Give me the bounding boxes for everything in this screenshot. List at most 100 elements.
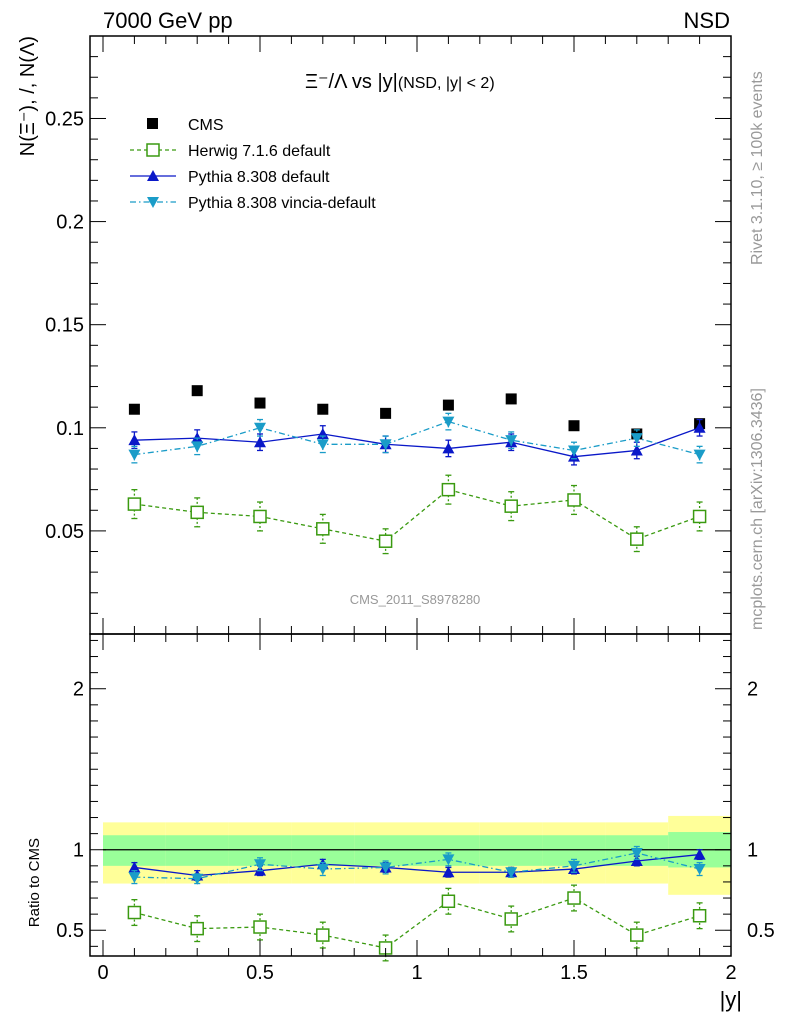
analysis-watermark: CMS_2011_S8978280 <box>350 592 481 607</box>
main-point-pythia-8-308-vincia-default <box>442 416 455 428</box>
ratio-point-pythia-8-308-vincia-default <box>568 860 580 872</box>
ratio-band-inner <box>165 835 229 866</box>
ratio-point-herwig-7-1-6-default <box>567 891 581 905</box>
ratio-point-pythia-8-308-default <box>128 861 141 873</box>
main-y-axis-label: N(Ξ⁻), /, N(Λ) <box>17 36 39 156</box>
ratio-line-pythia-8-308-default <box>134 853 700 877</box>
ratio-y-tick-label: 0.5 <box>56 920 84 942</box>
main-point-cms <box>380 407 392 419</box>
main-y-tick-label: 0.15 <box>45 315 84 337</box>
ratio-point-herwig-7-1-6-default <box>253 920 267 934</box>
ratio-y-tick-label: 1 <box>73 840 84 862</box>
legend-label-pythia-vincia: Pythia 8.308 vincia-default <box>188 195 376 212</box>
main-point-cms <box>128 403 140 415</box>
main-point-pythia-8-308-vincia-default <box>630 433 643 445</box>
ratio-y-tick-label-right: 1 <box>747 840 758 862</box>
ratio-point-pythia-8-308-default <box>630 855 643 867</box>
x-tick-label: 0.5 <box>246 962 274 984</box>
legend: CMS Herwig 7.1.6 default Pythia 8.308 de… <box>130 117 376 212</box>
main-point-pythia-8-308-default <box>442 442 455 454</box>
main-point-pythia-8-308-vincia-default <box>191 441 204 453</box>
ratio-point-pythia-8-308-vincia-default <box>379 862 392 874</box>
ratio-point-herwig-7-1-6-default <box>190 921 204 936</box>
main-point-herwig-7-1-6-default <box>378 534 393 548</box>
ratio-point-pythia-8-308-vincia-default <box>505 867 518 879</box>
main-point-pythia-8-308-vincia-default <box>316 439 329 451</box>
main-point-cms <box>254 397 266 409</box>
main-plot-title: Ξ⁻/Λ vs |y|(NSD, |y| < 2) <box>305 71 495 93</box>
main-line-pythia-8-308-default <box>134 427 700 458</box>
rivet-version-text: Rivet 3.1.10, ≥ 100k events <box>749 71 766 265</box>
legend-entry-herwig: Herwig 7.1.6 default <box>130 143 331 160</box>
ratio-point-pythia-8-308-vincia-default <box>254 859 266 871</box>
legend-marker-herwig <box>146 143 160 157</box>
main-point-pythia-8-308-vincia-default <box>505 435 518 447</box>
ratio-plot-frame <box>89 633 732 957</box>
ratio-band-inner <box>479 835 543 866</box>
legend-entry-cms: CMS <box>147 117 224 134</box>
ratio-plot-data <box>127 845 707 962</box>
axes: 0.05 0.1 0.15 0.2 0.25 0.5 0.5 1 1 2 2 0 0.5 1 1.5 2 <box>45 35 775 984</box>
ratio-y-tick-label-right: 2 <box>747 679 758 701</box>
ratio-point-pythia-8-308-default <box>442 866 455 878</box>
header-right: NSD <box>684 8 730 33</box>
ratio-series-pythia-8-308-vincia-default <box>128 845 706 885</box>
ratio-point-herwig-7-1-6-default <box>692 909 707 923</box>
ratio-point-pythia-8-308-vincia-default <box>128 872 141 884</box>
legend-label-herwig: Herwig 7.1.6 default <box>188 143 331 160</box>
main-point-herwig-7-1-6-default <box>253 509 267 524</box>
x-tick-label: 2 <box>725 962 736 984</box>
main-series-cms <box>128 385 706 440</box>
main-point-cms <box>191 385 203 397</box>
main-point-cms <box>505 393 517 405</box>
main-point-cms <box>317 403 329 415</box>
main-plot-title-main: Ξ⁻/Λ vs |y| <box>305 71 398 93</box>
ratio-point-pythia-8-308-vincia-default <box>630 847 643 859</box>
legend-entry-pythia-vincia: Pythia 8.308 vincia-default <box>130 195 376 212</box>
main-y-tick-label: 0.05 <box>45 521 84 543</box>
main-plot-title-suffix: (NSD, |y| < 2) <box>398 75 495 92</box>
main-point-cms <box>442 399 454 411</box>
main-point-pythia-8-308-vincia-default <box>693 449 706 461</box>
legend-entry-pythia-default: Pythia 8.308 default <box>130 169 330 186</box>
main-line-pythia-8-308-vincia-default <box>134 420 700 456</box>
main-point-pythia-8-308-vincia-default <box>254 422 266 434</box>
ratio-point-pythia-8-308-default <box>693 848 706 860</box>
main-point-herwig-7-1-6-default <box>190 505 204 520</box>
x-tick-label: 1.5 <box>560 962 588 984</box>
ratio-line-pythia-8-308-vincia-default <box>134 852 700 880</box>
ratio-y-tick-label-right: 0.5 <box>747 920 775 942</box>
legend-label-pythia-default: Pythia 8.308 default <box>188 169 330 186</box>
main-point-pythia-8-308-default <box>128 434 141 446</box>
main-series-pythia-8-308-vincia-default <box>128 412 706 464</box>
main-point-herwig-7-1-6-default <box>504 499 518 513</box>
ratio-point-pythia-8-308-vincia-default <box>316 864 329 876</box>
main-y-tick-label: 0.25 <box>45 108 84 130</box>
main-line-herwig-7-1-6-default <box>134 488 700 542</box>
main-point-pythia-8-308-vincia-default <box>128 449 141 461</box>
x-tick-label: 0 <box>97 962 108 984</box>
legend-marker-cms <box>147 118 158 129</box>
main-point-pythia-8-308-vincia-default <box>379 439 392 451</box>
header-left: 7000 GeV pp <box>103 8 233 33</box>
main-series-herwig-7-1-6-default <box>127 474 707 555</box>
ratio-point-herwig-7-1-6-default <box>441 894 456 909</box>
main-point-pythia-8-308-default <box>630 444 643 456</box>
main-point-pythia-8-308-vincia-default <box>568 445 580 457</box>
main-y-tick-label: 0.2 <box>56 212 84 234</box>
ratio-y-tick-label: 2 <box>73 679 84 701</box>
legend-marker-pythia-default <box>147 170 159 181</box>
legend-label-cms: CMS <box>188 117 224 134</box>
main-point-pythia-8-308-default <box>693 421 706 433</box>
main-y-tick-label: 0.1 <box>56 418 84 440</box>
main-point-herwig-7-1-6-default <box>692 509 707 524</box>
main-point-cms <box>568 420 580 432</box>
ratio-point-pythia-8-308-vincia-default <box>191 873 204 885</box>
main-point-herwig-7-1-6-default <box>441 482 456 497</box>
ratio-band-inner <box>103 835 166 866</box>
ratio-point-herwig-7-1-6-default <box>127 905 142 920</box>
x-tick-label: 1 <box>411 962 422 984</box>
main-point-pythia-8-308-default <box>254 436 266 448</box>
ratio-point-herwig-7-1-6-default <box>630 928 644 942</box>
